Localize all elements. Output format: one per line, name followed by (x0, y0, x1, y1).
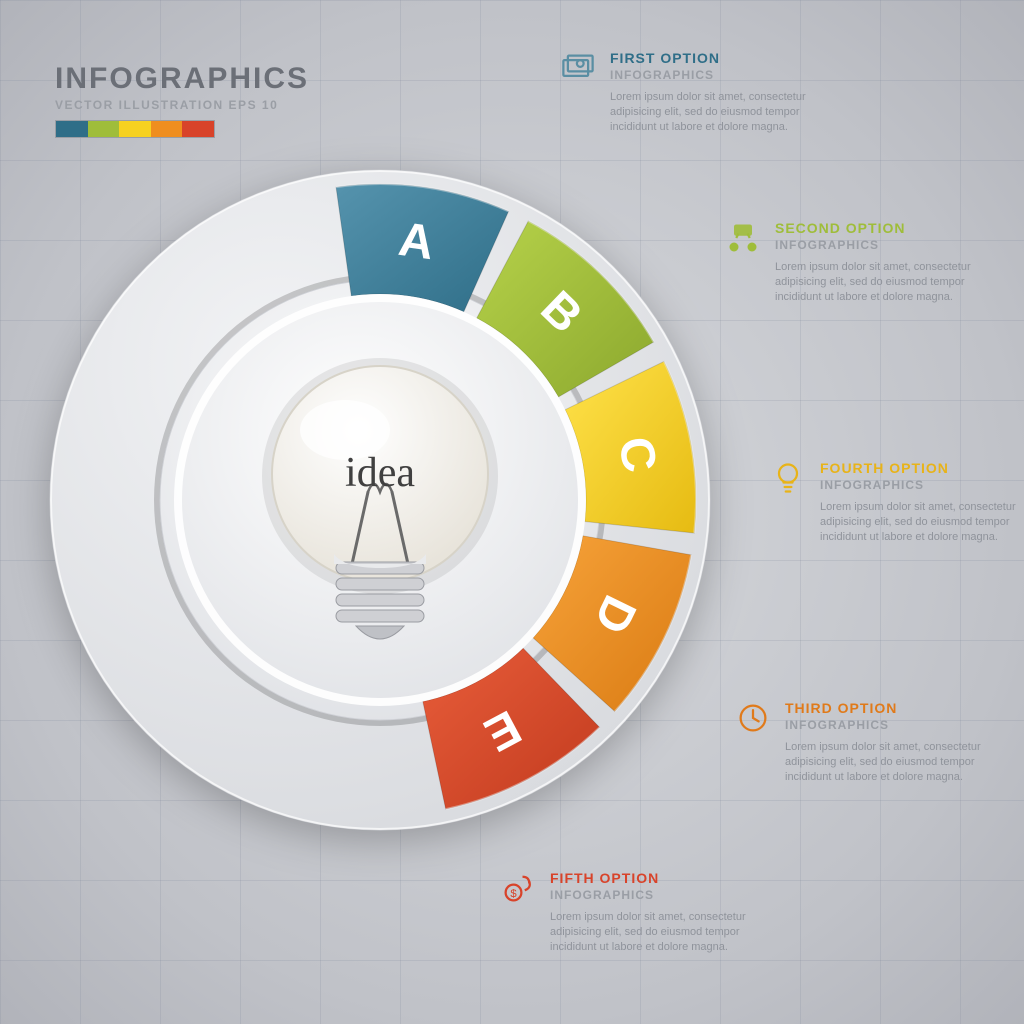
swatch (151, 121, 183, 137)
center-idea-label: idea (345, 449, 415, 497)
svg-text:$: $ (510, 888, 517, 900)
opt-c: FOURTH OPTION INFOGRAPHICS Lorem ipsum d… (770, 460, 1024, 545)
segment-letter-a: A (395, 213, 437, 270)
color-swatches (55, 120, 215, 138)
clock-icon (735, 700, 771, 736)
opt-a: FIRST OPTION INFOGRAPHICS Lorem ipsum do… (560, 50, 820, 135)
option-title: THIRD OPTION (785, 700, 995, 716)
opt-b: SECOND OPTION INFOGRAPHICS Lorem ipsum d… (725, 220, 985, 305)
swatch (56, 121, 88, 137)
option-subtitle: INFOGRAPHICS (820, 478, 1024, 492)
page-subtitle: VECTOR ILLUSTRATION EPS 10 (55, 98, 309, 112)
opt-e: $ FIFTH OPTION INFOGRAPHICS Lorem ipsum … (500, 870, 760, 955)
swatch (119, 121, 151, 137)
coin-icon: $ (500, 870, 536, 906)
option-title: FIRST OPTION (610, 50, 820, 66)
option-title: FOURTH OPTION (820, 460, 1024, 476)
header: INFOGRAPHICS VECTOR ILLUSTRATION EPS 10 (55, 62, 309, 138)
option-body: Lorem ipsum dolor sit amet, consectetur … (775, 260, 985, 305)
bulb-icon (770, 460, 806, 496)
option-body: Lorem ipsum dolor sit amet, consectetur … (550, 910, 760, 955)
option-body: Lorem ipsum dolor sit amet, consectetur … (610, 90, 820, 135)
option-body: Lorem ipsum dolor sit amet, consectetur … (820, 500, 1024, 545)
option-subtitle: INFOGRAPHICS (785, 718, 995, 732)
option-title: SECOND OPTION (775, 220, 985, 236)
option-title: FIFTH OPTION (550, 870, 760, 886)
option-subtitle: INFOGRAPHICS (550, 888, 760, 902)
circular-dial: ABCDE idea (40, 160, 720, 840)
option-body: Lorem ipsum dolor sit amet, consectetur … (785, 740, 995, 785)
money-icon (560, 50, 596, 86)
chat-icon (725, 220, 761, 256)
option-subtitle: INFOGRAPHICS (610, 68, 820, 82)
option-subtitle: INFOGRAPHICS (775, 238, 985, 252)
swatch (88, 121, 120, 137)
page-title: INFOGRAPHICS (55, 62, 309, 96)
opt-d: THIRD OPTION INFOGRAPHICS Lorem ipsum do… (735, 700, 995, 785)
swatch (182, 121, 214, 137)
